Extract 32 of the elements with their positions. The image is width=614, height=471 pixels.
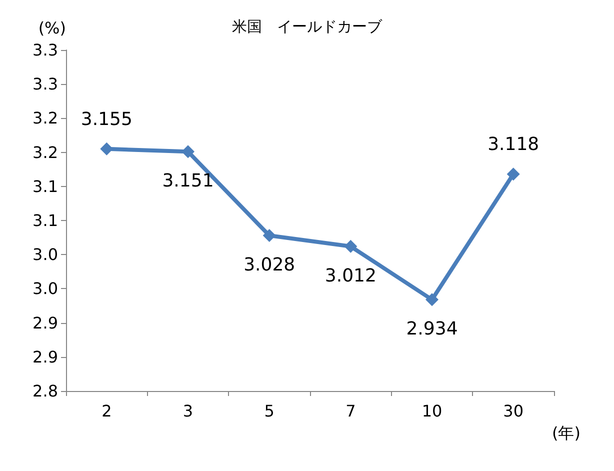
x-tick-label: 2 [102,402,112,420]
chart-title: 米国 イールドカーブ [232,18,383,36]
y-tick-label: 3.1 [32,176,58,196]
data-label: 3.028 [244,254,296,276]
y-tick-label: 3.2 [32,108,58,128]
y-tick-label: 3.1 [32,211,58,230]
x-tick-label: 5 [264,402,274,420]
x-tick-label: 3 [182,402,194,420]
y-tick-label: 3.0 [32,245,58,264]
point [100,142,114,156]
x-tick-label: 7 [346,402,356,420]
y-tick-label: 3.2 [32,142,58,162]
point [262,229,276,242]
y-tick-label: 2.9 [32,347,58,366]
point [182,145,194,158]
x-tick-label: 10 [422,402,442,420]
y-tick-label: 3.0 [32,279,58,298]
x-axis-title: (年) [552,424,580,442]
data-label: 3.155 [80,108,132,130]
point [426,293,438,306]
y-tick-label: 3.3 [32,74,58,94]
x-tick-label: 30 [503,402,524,420]
y-tick-label: 3.3 [32,40,58,60]
data-label: 3.151 [162,170,214,192]
point [506,168,520,181]
data-label: 2.934 [406,318,458,340]
y-tick-label: 2.8 [32,382,58,400]
point [344,240,358,253]
data-label: 3.118 [488,134,540,156]
y-tick-label: 2.9 [32,313,58,332]
y-axis-title: (%) [38,18,66,38]
data-label: 3.012 [324,265,376,286]
